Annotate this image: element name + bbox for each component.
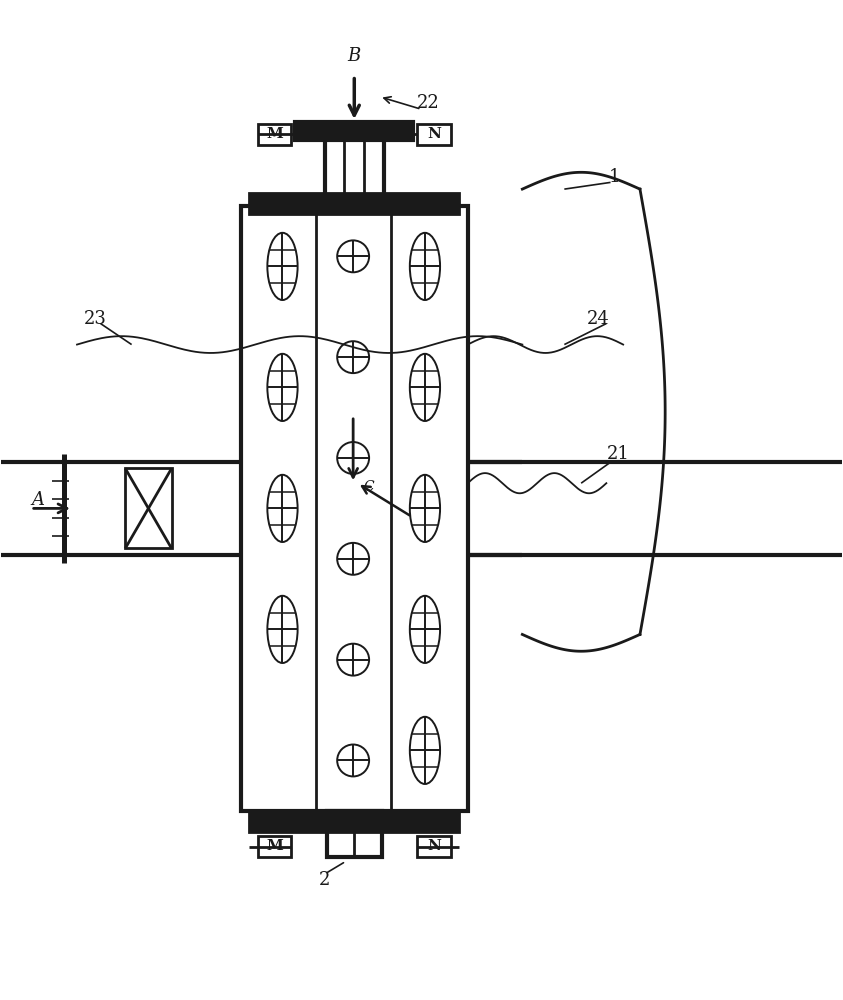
- Text: M: M: [266, 839, 283, 853]
- Bar: [258, 124, 292, 145]
- Text: 24: 24: [587, 310, 609, 328]
- Text: 22: 22: [417, 94, 440, 112]
- Text: C: C: [363, 480, 373, 494]
- Text: B: B: [347, 47, 361, 65]
- Bar: [325, 130, 384, 206]
- Bar: [258, 836, 292, 857]
- Bar: [417, 124, 451, 145]
- Text: 1: 1: [609, 168, 620, 186]
- Text: 21: 21: [606, 445, 629, 463]
- Bar: [295, 122, 413, 140]
- Text: 2: 2: [319, 871, 330, 889]
- Bar: [126, 468, 171, 548]
- Bar: [241, 206, 468, 811]
- Bar: [250, 813, 459, 832]
- Text: M: M: [266, 127, 283, 141]
- Text: N: N: [427, 127, 441, 141]
- Text: 23: 23: [84, 310, 107, 328]
- Bar: [250, 193, 459, 214]
- Text: A: A: [31, 491, 44, 509]
- Bar: [417, 836, 451, 857]
- Text: N: N: [427, 839, 441, 853]
- Bar: [327, 811, 382, 857]
